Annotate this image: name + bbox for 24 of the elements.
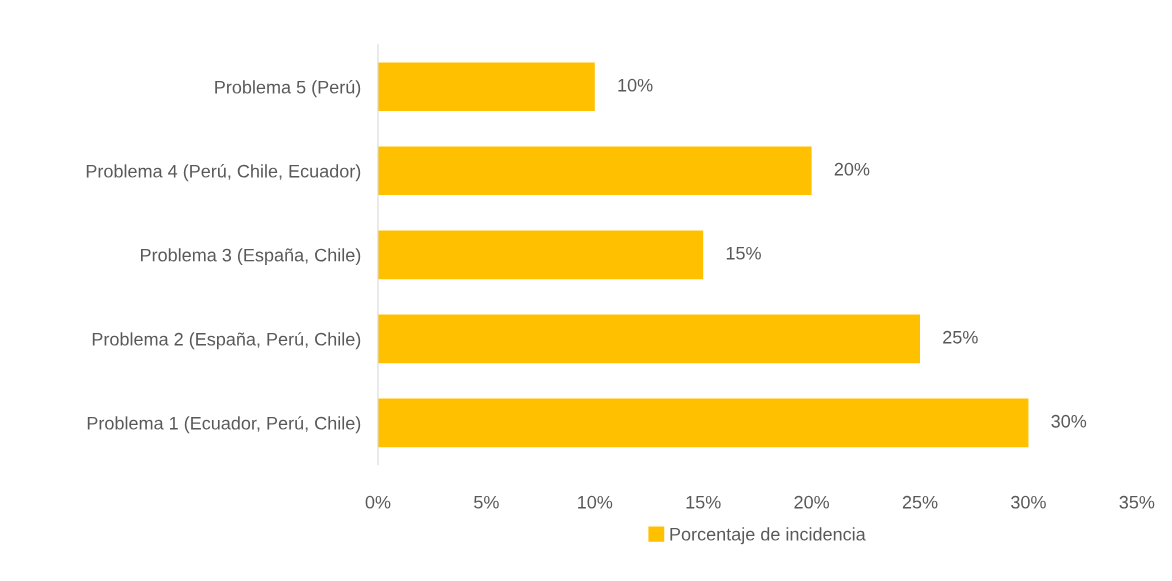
data-label: 20% <box>834 162 870 176</box>
bar <box>377 62 595 112</box>
y-tick-label: Problema 3 (España, Chile) <box>141 248 361 266</box>
y-tick-label: Problema 5 (Perú) <box>215 80 361 98</box>
y-tick-label: Problema 1 (Ecuador, Perú, Chile) <box>87 416 361 434</box>
bar <box>377 230 704 280</box>
data-label: 25% <box>943 330 978 344</box>
bar <box>377 398 1029 448</box>
bar <box>377 146 812 196</box>
y-tick-label: Problema 2 (España, Perú, Chile) <box>92 332 361 350</box>
data-label: 15% <box>726 246 761 260</box>
y-tick-label: Problema 4 (Perú, Chile, Ecuador) <box>86 164 361 182</box>
x-tick-label: 20% <box>794 495 830 509</box>
x-tick-label: 35% <box>1119 495 1155 509</box>
x-tick-label: 30% <box>1011 495 1046 509</box>
legend-label: Porcentaje de incidencia <box>670 527 866 545</box>
x-tick-label: 25% <box>902 495 938 509</box>
data-label: 30% <box>1051 414 1087 428</box>
x-tick-label: 10% <box>578 495 613 509</box>
x-tick-label: 15% <box>686 495 721 509</box>
x-tick-label: 0% <box>365 495 391 509</box>
bar <box>377 314 921 364</box>
data-label: 10% <box>618 78 653 92</box>
x-tick-label: 5% <box>474 495 499 509</box>
